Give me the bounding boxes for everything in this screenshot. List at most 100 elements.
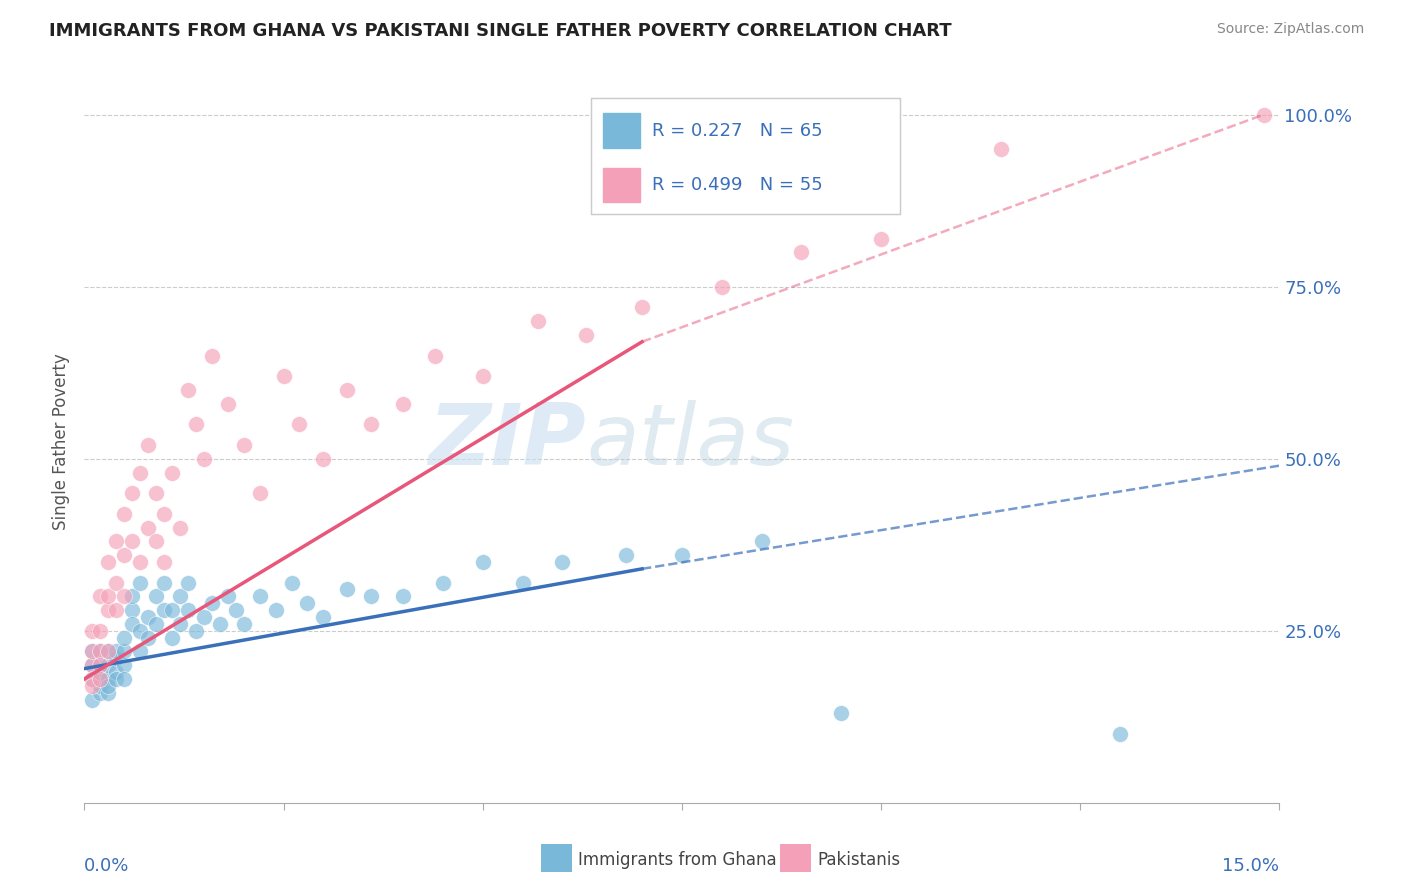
Point — [312, 451, 335, 466]
Text: R = 0.499   N = 55: R = 0.499 N = 55 — [652, 176, 823, 194]
Point — [1109, 727, 1132, 741]
Point — [153, 507, 176, 521]
Text: R = 0.227   N = 65: R = 0.227 N = 65 — [652, 121, 823, 139]
Point — [105, 672, 128, 686]
Text: ZIP: ZIP — [429, 400, 586, 483]
Point — [201, 349, 224, 363]
Point — [105, 651, 128, 665]
Point — [105, 534, 128, 549]
Point — [264, 603, 287, 617]
Point — [830, 706, 852, 721]
Point — [232, 616, 254, 631]
Text: 0.0%: 0.0% — [84, 857, 129, 875]
Point — [360, 417, 382, 432]
Point — [177, 575, 200, 590]
Point — [121, 616, 143, 631]
Point — [249, 590, 271, 604]
Point — [97, 555, 120, 569]
Point — [273, 369, 295, 384]
Point — [336, 582, 359, 597]
Point — [392, 590, 415, 604]
Point — [105, 603, 128, 617]
Point — [97, 686, 120, 700]
Point — [136, 631, 159, 645]
Point — [193, 451, 215, 466]
Point — [512, 575, 534, 590]
Point — [153, 555, 176, 569]
Point — [153, 575, 176, 590]
Point — [145, 616, 167, 631]
Point — [710, 279, 733, 293]
Point — [121, 590, 143, 604]
Point — [89, 658, 111, 673]
Point — [112, 644, 135, 658]
Point — [193, 610, 215, 624]
Point — [82, 644, 104, 658]
Point — [160, 631, 183, 645]
Point — [105, 575, 128, 590]
Point — [217, 397, 239, 411]
Text: Immigrants from Ghana: Immigrants from Ghana — [578, 851, 776, 869]
Point — [89, 658, 111, 673]
Point — [89, 665, 111, 679]
Point — [82, 672, 104, 686]
Point — [89, 679, 111, 693]
Point — [471, 369, 494, 384]
Point — [136, 610, 159, 624]
Point — [423, 349, 446, 363]
Point — [112, 658, 135, 673]
Point — [177, 603, 200, 617]
Point — [217, 590, 239, 604]
Point — [225, 603, 247, 617]
Point — [169, 590, 191, 604]
Point — [129, 624, 152, 638]
Text: 15.0%: 15.0% — [1222, 857, 1279, 875]
Point — [82, 644, 104, 658]
Point — [169, 616, 191, 631]
Point — [153, 603, 176, 617]
Point — [201, 596, 224, 610]
Point — [112, 672, 135, 686]
Point — [551, 555, 574, 569]
Point — [129, 575, 152, 590]
Point — [121, 603, 143, 617]
Point — [89, 590, 111, 604]
Point — [129, 555, 152, 569]
Point — [1253, 108, 1275, 122]
Text: IMMIGRANTS FROM GHANA VS PAKISTANI SINGLE FATHER POVERTY CORRELATION CHART: IMMIGRANTS FROM GHANA VS PAKISTANI SINGL… — [49, 22, 952, 40]
Point — [129, 644, 152, 658]
Point — [82, 658, 104, 673]
Point — [288, 417, 311, 432]
Point — [89, 672, 111, 686]
Point — [97, 672, 120, 686]
Point — [145, 534, 167, 549]
Point — [184, 417, 207, 432]
Point — [160, 603, 183, 617]
Point — [671, 548, 693, 562]
Point — [82, 679, 104, 693]
Text: Pakistanis: Pakistanis — [817, 851, 900, 869]
Point — [360, 590, 382, 604]
Point — [97, 679, 120, 693]
Point — [136, 520, 159, 534]
Y-axis label: Single Father Poverty: Single Father Poverty — [52, 353, 70, 530]
Point — [208, 616, 231, 631]
Text: Source: ZipAtlas.com: Source: ZipAtlas.com — [1216, 22, 1364, 37]
Point — [121, 534, 143, 549]
Point — [97, 603, 120, 617]
Point — [249, 486, 271, 500]
Point — [112, 507, 135, 521]
Point — [280, 575, 302, 590]
Point — [89, 644, 111, 658]
Point — [614, 548, 637, 562]
Point — [82, 672, 104, 686]
Point — [336, 383, 359, 397]
Point — [145, 486, 167, 500]
Point — [177, 383, 200, 397]
Point — [105, 665, 128, 679]
Point — [82, 692, 104, 706]
Point — [392, 397, 415, 411]
Point — [129, 466, 152, 480]
Point — [82, 658, 104, 673]
Point — [471, 555, 494, 569]
